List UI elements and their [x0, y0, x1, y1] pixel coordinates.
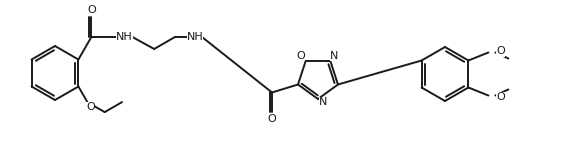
- Text: O: O: [86, 102, 95, 112]
- Text: N: N: [319, 97, 327, 107]
- Text: O: O: [296, 51, 305, 61]
- Text: O: O: [87, 5, 96, 15]
- Text: O: O: [496, 92, 505, 101]
- Text: N: N: [330, 51, 338, 61]
- Text: O: O: [496, 46, 505, 57]
- Text: O: O: [268, 114, 276, 125]
- Text: NH: NH: [116, 32, 133, 42]
- Text: NH: NH: [187, 32, 203, 42]
